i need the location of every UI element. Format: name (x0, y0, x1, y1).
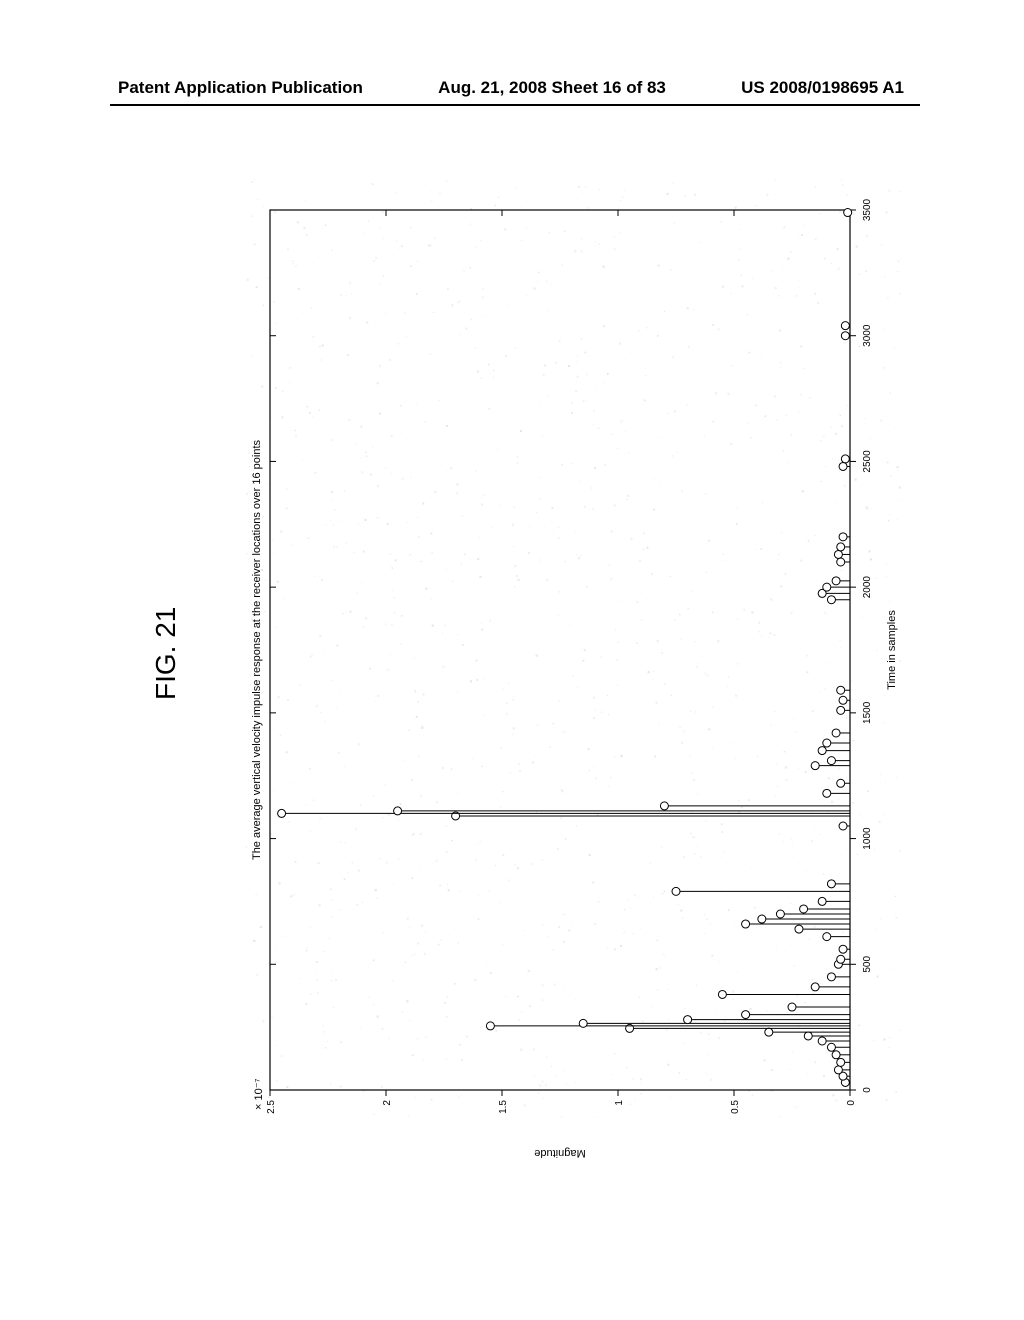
svg-text:1000: 1000 (862, 827, 873, 850)
svg-text:500: 500 (862, 956, 873, 973)
svg-text:0.5: 0.5 (730, 1100, 741, 1114)
figure-label: FIG. 21 (150, 607, 182, 700)
figure-21: FIG. 21 × 10⁻⁷ The average vertical velo… (110, 160, 920, 1180)
patent-page: Patent Application Publication Aug. 21, … (0, 0, 1024, 1320)
header-right: US 2008/0198695 A1 (741, 78, 904, 98)
impulse-response-plot: × 10⁻⁷ The average vertical velocity imp… (230, 160, 920, 1180)
svg-text:2500: 2500 (862, 450, 873, 473)
plot-title: The average vertical velocity impulse re… (251, 439, 263, 860)
svg-text:2.5: 2.5 (266, 1100, 277, 1114)
svg-text:2: 2 (382, 1100, 393, 1106)
header-rule (110, 104, 920, 106)
svg-text:3000: 3000 (862, 324, 873, 347)
svg-text:1500: 1500 (862, 701, 873, 724)
header-left: Patent Application Publication (118, 78, 363, 98)
x-ticks: 0 500 1000 1500 2000 2500 3000 3500 (270, 198, 873, 1092)
svg-text:1.5: 1.5 (498, 1100, 509, 1114)
scan-noise (246, 179, 902, 1119)
y-scale-multiplier: × 10⁻⁷ (253, 1078, 265, 1110)
svg-text:0: 0 (846, 1100, 857, 1106)
page-header: Patent Application Publication Aug. 21, … (0, 78, 1024, 98)
y-ticks: 0 0.5 1 1.5 2 2.5 (266, 210, 857, 1114)
svg-text:3500: 3500 (862, 198, 873, 221)
svg-text:1: 1 (614, 1100, 625, 1106)
x-axis-label: Time in samples (886, 610, 898, 690)
header-center: Aug. 21, 2008 Sheet 16 of 83 (438, 78, 666, 98)
y-axis-label: Magnitude (534, 1147, 585, 1159)
svg-text:2000: 2000 (862, 576, 873, 599)
svg-text:0: 0 (862, 1087, 873, 1093)
stem-series (278, 209, 852, 1087)
